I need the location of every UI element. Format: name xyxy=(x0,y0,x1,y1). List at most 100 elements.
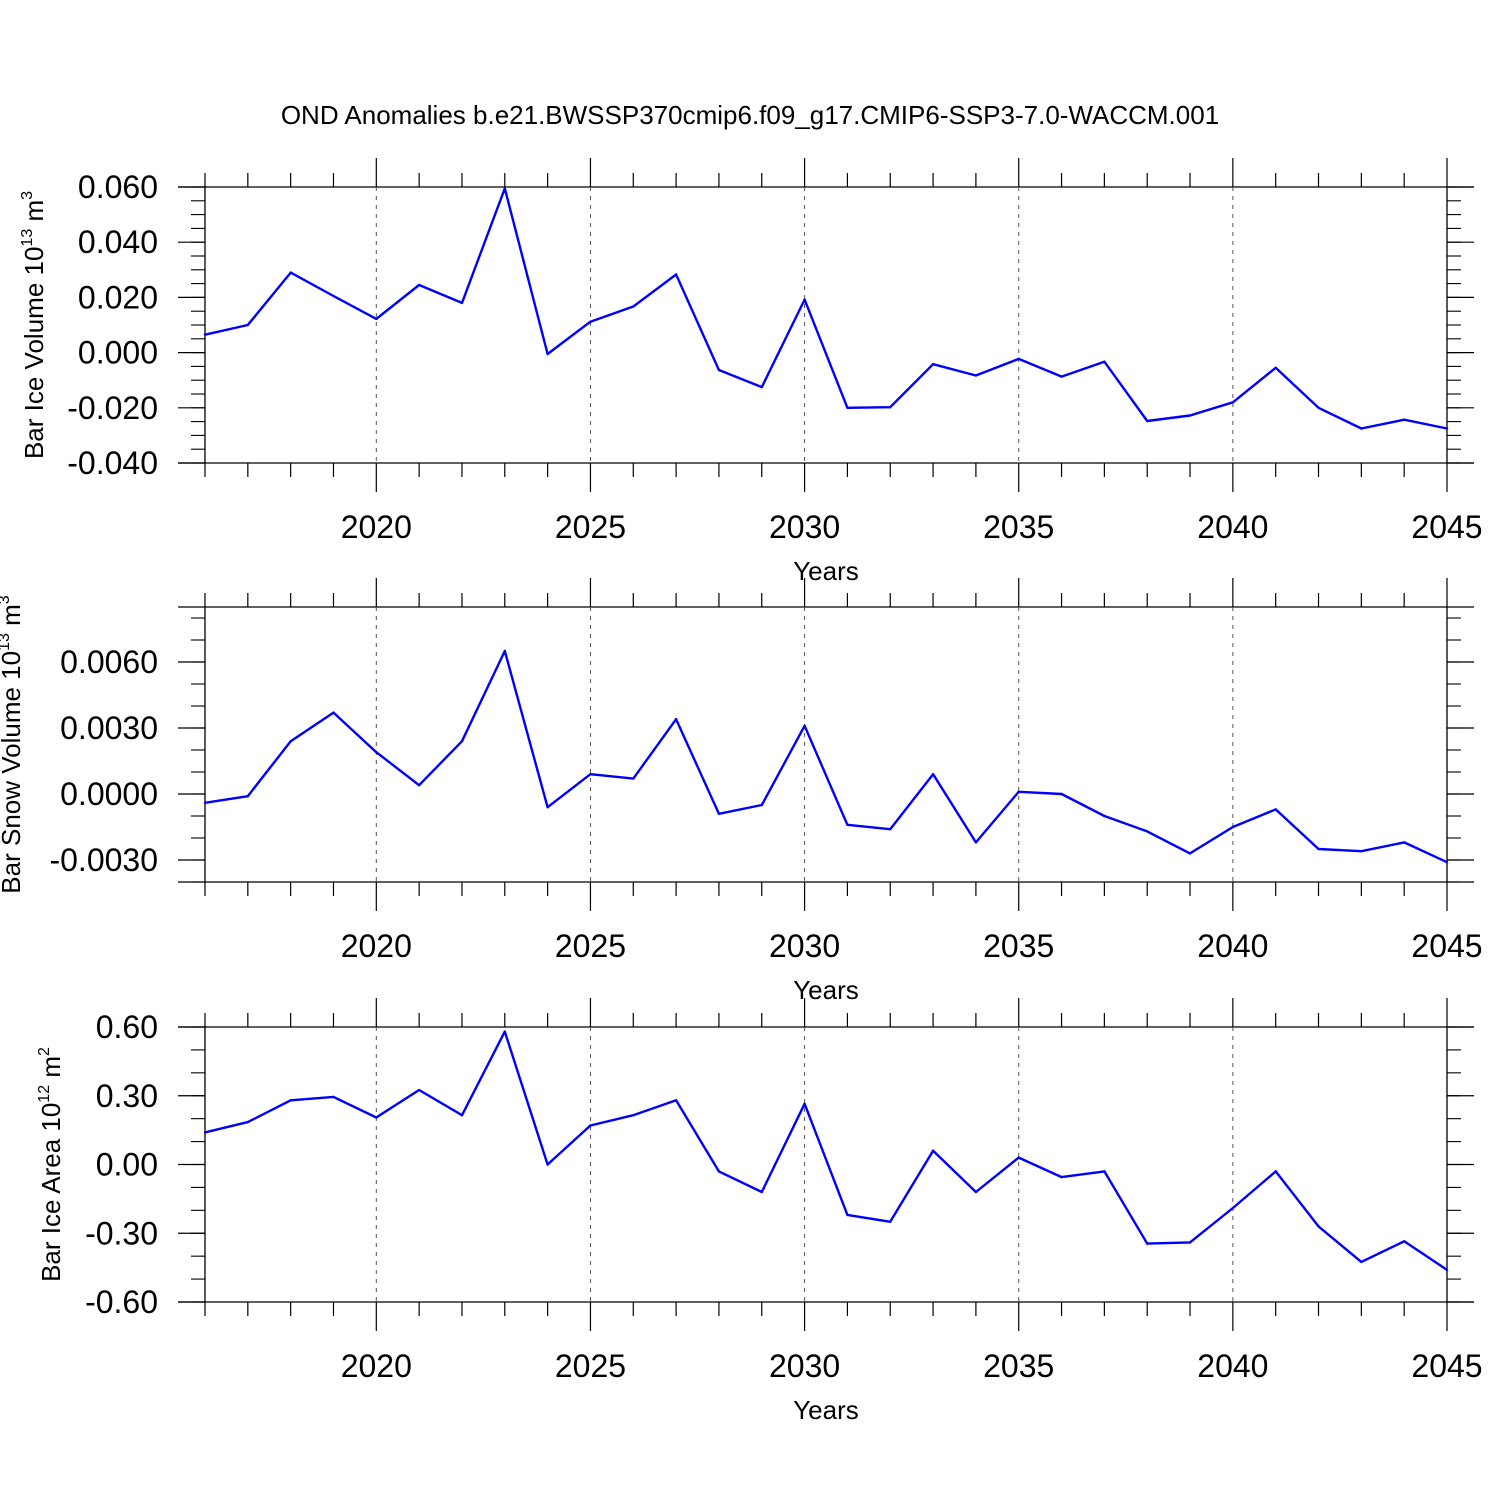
data-point xyxy=(717,812,721,815)
data-point xyxy=(1103,814,1106,818)
y-tick-label: 0.60 xyxy=(96,1009,158,1045)
data-point xyxy=(1103,360,1106,363)
y-axis-label-exponent: 13 xyxy=(0,633,13,651)
y-axis-label-text: Bar Snow Volume 10 xyxy=(0,651,26,894)
data-point xyxy=(717,368,721,372)
data-point xyxy=(1188,414,1192,417)
data-point xyxy=(1445,861,1449,864)
x-tick-label: 2035 xyxy=(983,928,1054,964)
data-point xyxy=(632,1114,635,1117)
y-tick-label: 0.0060 xyxy=(60,644,158,680)
data-point xyxy=(1360,850,1363,853)
data-point xyxy=(289,740,292,743)
data-point xyxy=(1317,847,1320,851)
y-tick-label: 0.0000 xyxy=(60,776,158,812)
x-tick-label: 2040 xyxy=(1197,1348,1268,1384)
data-point xyxy=(503,1030,506,1033)
y-axis-label-unit: m xyxy=(36,1056,66,1085)
data-point xyxy=(1231,825,1235,829)
data-point xyxy=(1060,1175,1063,1179)
data-point xyxy=(889,406,892,409)
x-tick-label: 2025 xyxy=(555,509,626,545)
y-tick-label: 0.30 xyxy=(96,1078,158,1114)
data-point xyxy=(674,718,678,721)
data-point xyxy=(760,803,763,807)
data-point xyxy=(1146,1242,1149,1245)
data-point xyxy=(717,1170,721,1173)
panel-2: -0.0030 0.0000 0.0030 0.0060 2020 2025 2030 203… xyxy=(0,578,1483,1005)
x-tick-label: 2045 xyxy=(1411,928,1482,964)
data-point xyxy=(246,795,250,798)
y-axis-label-exponent: 12 xyxy=(36,1085,53,1103)
data-point xyxy=(1360,427,1363,430)
y-tick-label: 0.040 xyxy=(78,224,158,260)
data-point xyxy=(1060,792,1063,796)
data-point xyxy=(203,1131,207,1134)
y-tick-label: -0.0030 xyxy=(49,842,158,878)
data-point xyxy=(1317,406,1320,409)
data-point xyxy=(632,777,635,780)
x-tick-label: 2020 xyxy=(341,928,412,964)
data-point xyxy=(974,1190,978,1194)
y-tick-label: -0.60 xyxy=(85,1284,158,1320)
data-point xyxy=(417,784,421,787)
x-axis-label: Years xyxy=(793,975,859,1005)
data-point xyxy=(332,294,335,298)
data-point xyxy=(589,320,592,323)
y-axis-label: Bar Snow Volume 1013 m3 xyxy=(0,595,26,894)
y-tick-label: 0.060 xyxy=(78,169,158,205)
figure-title: OND Anomalies b.e21.BWSSP370cmip6.f09_g1… xyxy=(281,100,1219,130)
data-point xyxy=(289,271,292,274)
y-tick-label: -0.30 xyxy=(85,1215,158,1251)
data-point xyxy=(760,385,763,389)
data-point xyxy=(375,1116,378,1119)
data-point xyxy=(1017,357,1020,361)
data-point xyxy=(1402,418,1406,421)
data-point xyxy=(460,740,464,743)
x-tick-label: 2030 xyxy=(769,1348,840,1384)
y-axis-label-unit-exponent: 3 xyxy=(0,595,13,604)
data-point xyxy=(546,806,549,809)
data-point xyxy=(1188,852,1192,855)
data-series-line xyxy=(204,1030,1448,1271)
x-tick-label: 2040 xyxy=(1197,928,1268,964)
data-point xyxy=(760,1190,763,1194)
x-tick-label: 2035 xyxy=(983,1348,1054,1384)
data-point xyxy=(889,1220,892,1223)
data-point xyxy=(846,823,849,826)
x-tick-label: 2035 xyxy=(983,509,1054,545)
data-point xyxy=(375,751,378,754)
data-series-line xyxy=(204,649,1448,864)
data-point xyxy=(246,1120,250,1124)
data-point xyxy=(1360,1260,1363,1264)
panel-3: -0.60 -0.30 0.00 0.30 0.60 2020 2025 2030 2035 20… xyxy=(36,998,1483,1425)
x-tick-label: 2040 xyxy=(1197,509,1268,545)
data-point xyxy=(974,374,978,377)
data-point xyxy=(332,711,335,714)
data-point xyxy=(417,283,421,287)
data-point xyxy=(332,1095,335,1099)
x-tick-label: 2020 xyxy=(341,1348,412,1384)
data-point xyxy=(674,1099,678,1102)
y-tick-label: 0.0030 xyxy=(60,710,158,746)
data-point xyxy=(889,828,892,831)
data-point xyxy=(589,773,592,776)
data-point xyxy=(503,187,506,190)
data-point xyxy=(246,323,250,327)
data-point xyxy=(1445,427,1449,430)
y-axis-label-unit: m xyxy=(0,604,26,633)
x-axis-label: Years xyxy=(793,1395,859,1425)
y-tick-label: -0.040 xyxy=(67,445,158,481)
x-tick-label: 2030 xyxy=(769,928,840,964)
data-point xyxy=(546,1163,549,1166)
data-point xyxy=(1146,419,1149,423)
data-point xyxy=(803,298,806,301)
data-point xyxy=(846,1213,849,1217)
data-point xyxy=(589,1124,592,1127)
data-point xyxy=(1274,1170,1277,1173)
y-axis-label-text: Bar Ice Area 10 xyxy=(36,1103,66,1282)
data-point xyxy=(1188,1241,1192,1244)
data-point xyxy=(503,649,506,653)
data-point xyxy=(417,1088,421,1092)
data-point xyxy=(931,1149,935,1152)
